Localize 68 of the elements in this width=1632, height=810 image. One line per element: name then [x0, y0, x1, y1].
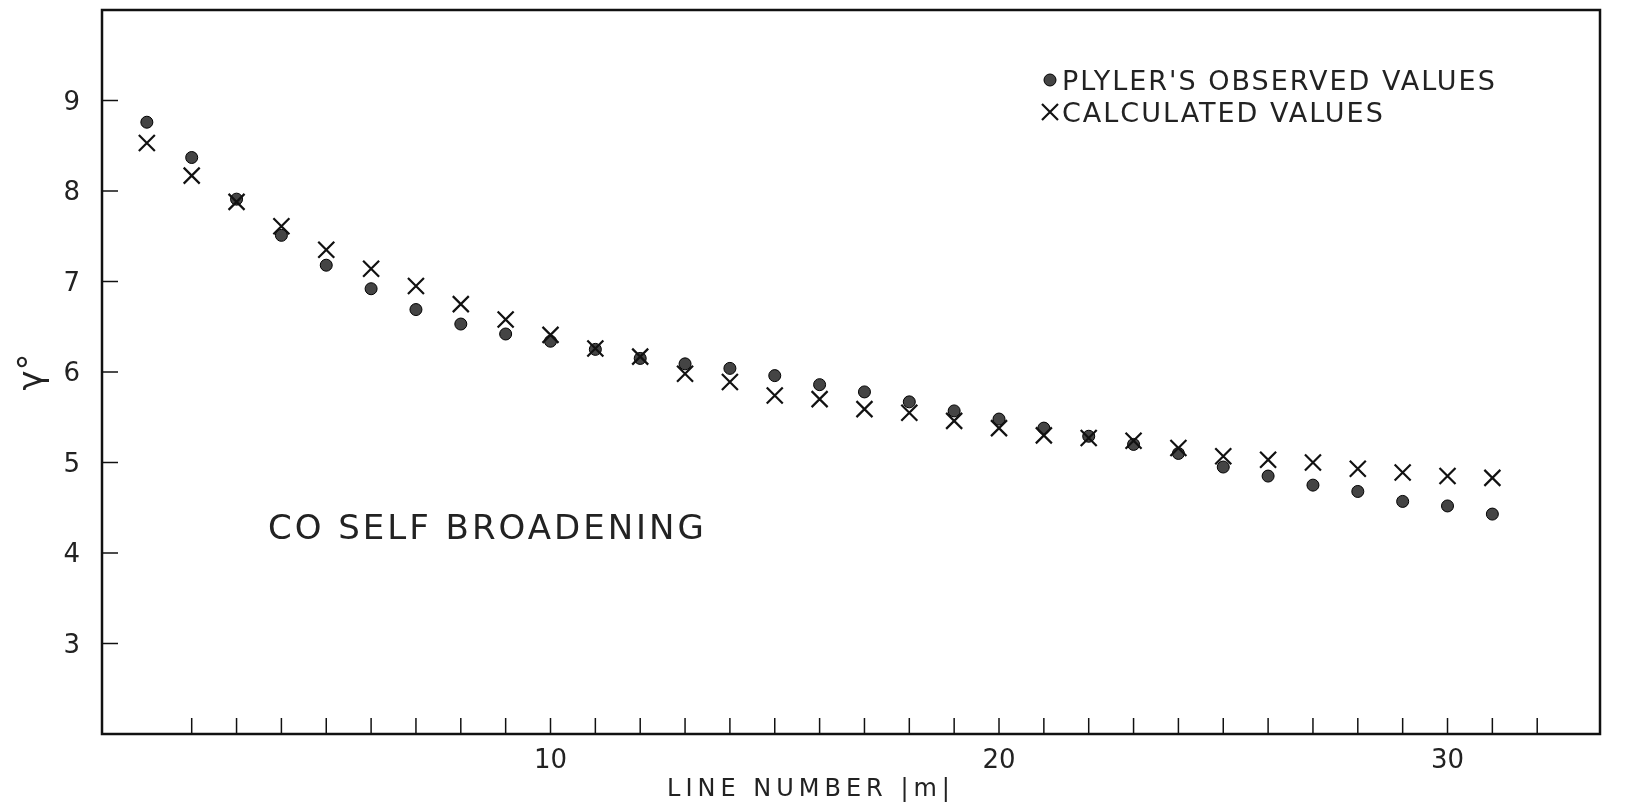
- point: [496, 310, 515, 329]
- y-axis-title: γ°: [10, 353, 50, 391]
- point: [274, 228, 288, 242]
- y-tick-label: 3: [63, 628, 80, 659]
- point: [1396, 494, 1410, 508]
- point: [765, 386, 784, 405]
- annotation: CO SELF BROADENING: [267, 507, 707, 548]
- point: [947, 404, 961, 418]
- point: [1441, 499, 1455, 513]
- point: [541, 325, 560, 344]
- point: [989, 419, 1009, 438]
- point: [1261, 469, 1275, 483]
- point: [406, 276, 426, 296]
- x-tick-label: 30: [1430, 744, 1465, 774]
- point: [140, 115, 154, 129]
- point: [1348, 459, 1367, 478]
- point: [364, 282, 378, 296]
- point: [317, 240, 336, 259]
- y-tick-label: 6: [63, 357, 80, 387]
- point: [1216, 460, 1230, 474]
- point: [1124, 431, 1143, 450]
- x-tick-label: 10: [533, 744, 568, 774]
- point: [631, 347, 650, 366]
- point: [1303, 453, 1323, 472]
- point: [1034, 426, 1053, 445]
- y-tick-label: 4: [63, 538, 80, 568]
- point: [768, 369, 782, 383]
- x-tick-label: 20: [982, 744, 1016, 774]
- point: [902, 395, 916, 409]
- point: [1351, 484, 1365, 498]
- point: [319, 258, 333, 272]
- point: [855, 400, 874, 419]
- y-tick-label: 7: [63, 266, 80, 297]
- point: [723, 361, 737, 375]
- point: [185, 151, 199, 165]
- point: [945, 411, 964, 430]
- point: [1393, 463, 1412, 482]
- point: [900, 403, 919, 422]
- legend-label: PLYLER'S OBSERVED VALUES: [1062, 65, 1497, 96]
- point: [678, 357, 692, 371]
- legend-label: CALCULATED VALUES: [1062, 97, 1385, 128]
- point: [720, 372, 739, 392]
- y-tick-label: 8: [63, 176, 80, 206]
- point: [1306, 478, 1320, 492]
- point: [992, 412, 1006, 426]
- y-tick-label: 5: [63, 447, 80, 478]
- point: [857, 385, 871, 399]
- point: [813, 378, 827, 392]
- point: [1485, 507, 1499, 521]
- point: [454, 317, 468, 331]
- point: [182, 166, 201, 185]
- point: [451, 295, 470, 314]
- point: [1079, 428, 1098, 448]
- point: [409, 303, 423, 317]
- point: [810, 390, 829, 409]
- point: [272, 217, 291, 236]
- point: [362, 259, 381, 278]
- point: [1214, 447, 1233, 466]
- point: [1438, 466, 1457, 486]
- point: [499, 327, 513, 341]
- point: [137, 133, 156, 153]
- point: [675, 364, 695, 383]
- point: [1259, 450, 1278, 469]
- point: [1169, 438, 1188, 458]
- x-axis-title: LINE NUMBER |m|: [667, 774, 955, 802]
- y-tick-label: 9: [63, 85, 80, 116]
- point: [227, 192, 246, 211]
- point: [1483, 468, 1502, 487]
